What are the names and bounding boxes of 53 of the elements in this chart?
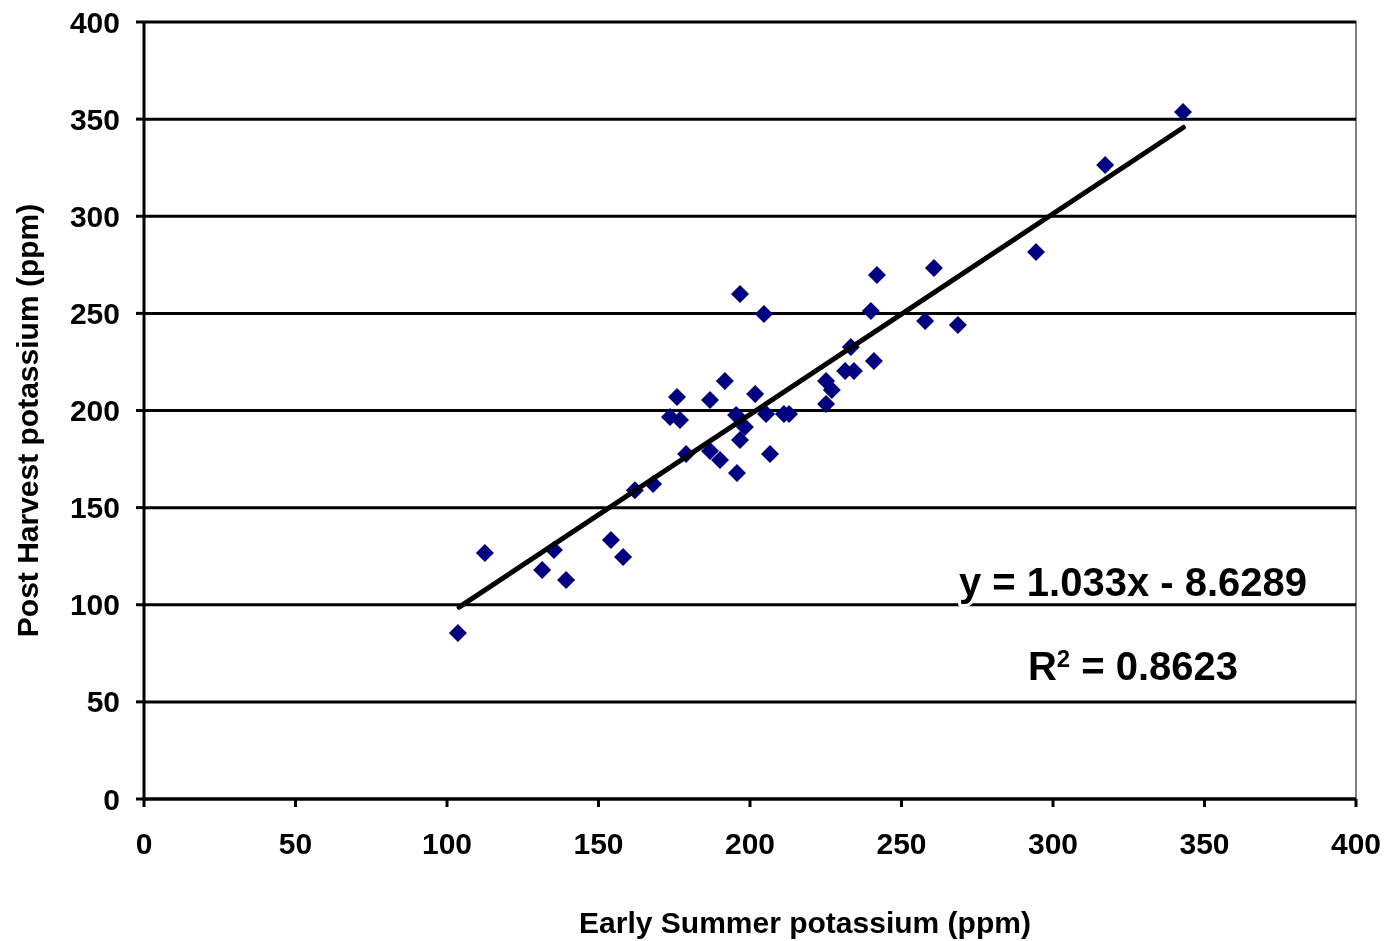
y-axis-title: Post Harvest potassium (ppm) <box>11 203 44 638</box>
point <box>867 265 886 284</box>
point <box>671 411 690 430</box>
point <box>727 464 746 483</box>
point <box>715 371 734 390</box>
point <box>731 284 749 303</box>
point <box>667 387 686 406</box>
point <box>864 351 883 370</box>
y-tick-label: 0 <box>103 782 120 816</box>
point <box>601 531 620 550</box>
point <box>614 547 633 566</box>
y-tick-label: 50 <box>86 685 120 719</box>
y-tick-label: 400 <box>69 5 120 39</box>
y-tick-label: 250 <box>69 296 120 330</box>
point <box>822 380 841 399</box>
x-axis-title: Early Summer potassium (ppm) <box>579 906 1031 939</box>
point <box>701 391 719 410</box>
point <box>924 258 943 277</box>
point <box>1173 102 1192 121</box>
point <box>861 302 880 321</box>
annotation: y = 1.033x - 8.6289 <box>958 560 1308 604</box>
y-tick-label: 150 <box>69 491 120 525</box>
x-tick-label: 50 <box>278 827 313 860</box>
point <box>475 544 494 563</box>
point <box>1096 155 1115 174</box>
y-tick-label: 300 <box>69 199 120 233</box>
point <box>916 311 935 330</box>
point <box>735 418 754 437</box>
x-tick-label: 100 <box>421 827 473 860</box>
point <box>757 405 776 423</box>
x-tick-label: 400 <box>1330 827 1382 860</box>
point <box>1027 242 1046 261</box>
x-tick-label: 350 <box>1179 827 1230 860</box>
y-tick-label: 100 <box>69 588 120 622</box>
point <box>754 304 773 323</box>
point <box>761 445 779 464</box>
point <box>817 395 836 414</box>
point <box>948 316 967 335</box>
point <box>701 441 719 460</box>
point <box>448 623 467 642</box>
x-tick-label: 0 <box>135 827 153 860</box>
y-tick-label: 200 <box>69 394 120 427</box>
x-tick-label: 300 <box>1027 827 1079 860</box>
point <box>746 384 765 403</box>
y-tick-label: 350 <box>69 102 120 136</box>
x-tick-label: 200 <box>724 827 776 860</box>
x-tick-label: 250 <box>876 827 927 860</box>
annotation: R$^{2}$ = 0.8623 <box>1027 644 1239 688</box>
point <box>731 431 749 450</box>
point <box>711 451 729 470</box>
x-tick-label: 150 <box>573 827 624 860</box>
point <box>557 571 576 590</box>
point <box>533 560 552 579</box>
